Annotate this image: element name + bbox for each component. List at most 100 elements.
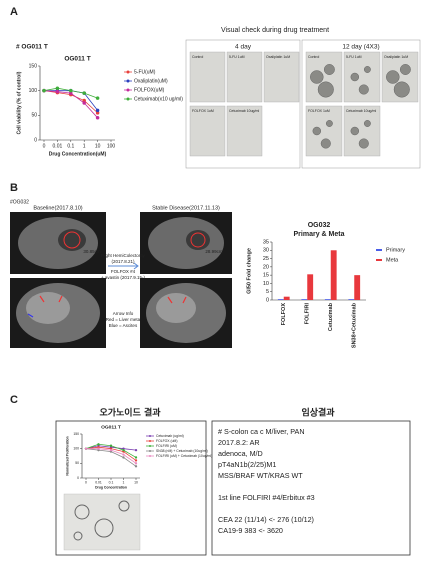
organoid: [323, 64, 335, 75]
legend-swatch: [376, 259, 382, 261]
y-tick-label: 20: [263, 264, 269, 270]
organoid: [358, 84, 369, 95]
x-tick-label: 1: [83, 143, 86, 149]
column-heading: 오가노이드 결과: [99, 407, 161, 419]
micrograph: [226, 105, 263, 157]
organoid-image: [63, 493, 141, 551]
legend-label: Primary: [386, 247, 405, 253]
clinical-line: 2017.8.2: AR: [218, 438, 260, 447]
chart-subtitle: Primary & Meta: [294, 231, 345, 238]
ct-organ: [58, 229, 86, 251]
legend-label: Cetuximab (ug/ml): [156, 434, 184, 438]
data-point: [134, 459, 138, 462]
image-label: Oxaliplatin 1uM: [266, 55, 290, 59]
clinical-line: # S-colon ca c M/liver, PAN: [218, 427, 305, 436]
micrograph: [305, 105, 343, 157]
legend-label: 5-FU(uM): [134, 69, 156, 75]
x-tick-label: Cetuximab: [328, 302, 334, 331]
data-point: [82, 91, 86, 95]
x-tick-label: 0.1: [67, 143, 74, 149]
data-point: [134, 456, 138, 459]
y-tick-label: 150: [73, 432, 79, 436]
y-tick-label: 35: [263, 239, 269, 245]
organoid: [363, 66, 371, 73]
legend-marker: [126, 97, 130, 101]
organoid: [350, 72, 359, 82]
x-tick-label: 100: [107, 143, 116, 149]
micrograph: [263, 51, 300, 103]
legend-label: Oxaliplatin(uM): [134, 78, 168, 84]
day-label: 4 day: [235, 44, 252, 51]
y-tick-label: 10: [263, 281, 269, 287]
arrow-info: Red = Liver meta: [106, 317, 141, 322]
clinical-line: MSS/BRAF WT/KRAS WT: [218, 471, 303, 480]
data-point: [95, 108, 100, 113]
legend-label: FOLFIRI (uM) + Cetuximab (10ug/ml): [156, 454, 212, 458]
x-tick-label: 10: [95, 143, 101, 149]
heading: Visual check during drug treatment: [221, 27, 329, 34]
legend-marker: [126, 88, 130, 92]
image-label: 5-FU 1uM: [229, 55, 245, 59]
bar: [307, 274, 314, 300]
sample-id: # OG011 T: [16, 44, 48, 51]
ct-liver: [26, 292, 70, 324]
legend-label: Meta: [386, 257, 399, 263]
surgery: Right HemiColectomy: [101, 253, 145, 258]
image-label: FOLFOX 1uM: [308, 109, 330, 113]
micrograph: [343, 105, 381, 157]
image-label: Control: [308, 55, 320, 59]
data-point: [109, 444, 113, 447]
y-tick-label: 50: [31, 113, 37, 119]
data-point: [134, 462, 138, 465]
x-tick-label: 1: [123, 480, 125, 484]
image-frame: [301, 39, 421, 169]
day-label: 12 day (4X3): [342, 44, 379, 51]
organoid: [312, 126, 321, 136]
legend-marker: [148, 449, 152, 453]
legend-label: FOLFOX(uM): [134, 87, 165, 93]
x-tick-label: 0.01: [95, 480, 102, 484]
treatment: FOLFOX #4: [111, 269, 136, 274]
data-point: [122, 448, 125, 452]
data-point: [55, 86, 60, 90]
x-axis-label: Drug Concentration: [95, 485, 127, 489]
image-label: Control: [192, 55, 204, 59]
clinical-line: 1st line FOLFIRI #4/Erbitux #3: [218, 493, 315, 502]
x-tick-label: 10: [134, 480, 138, 484]
arrow-info: Arrow Info: [113, 311, 134, 316]
y-axis-label: GI50 Fold change: [246, 248, 252, 294]
x-tick-label: 0.1: [109, 480, 114, 484]
legend-label: SN38 (nM) + Cetuximab (10ug/ml): [156, 449, 208, 453]
legend-label: Cetuximab(x10 ug/ml): [134, 96, 183, 102]
data-point: [134, 465, 138, 468]
data-point: [82, 101, 86, 105]
arrow-info: Blue = Ascites: [109, 323, 138, 328]
organoid: [317, 81, 334, 98]
panel-label: C: [10, 394, 18, 406]
panel-label: A: [10, 6, 18, 18]
image-label: Cetuximab 10ug/ml: [346, 109, 376, 113]
scan-label: Baseline(2017.8.10): [33, 205, 82, 211]
x-tick-label: FOLFIRI: [305, 303, 311, 325]
organoid: [94, 518, 114, 538]
data-point: [42, 88, 46, 93]
data-point: [97, 443, 100, 446]
data-point: [97, 447, 100, 450]
image-label: 5-FU 1uM: [346, 55, 362, 59]
legend-swatch: [376, 249, 382, 251]
clinical-line: adenoca, M/D: [218, 449, 263, 458]
clinical-box: [211, 420, 411, 556]
y-tick-label: 0: [77, 476, 79, 480]
tumor-marker: [190, 232, 206, 248]
micrograph: [189, 105, 226, 157]
image-label: FOLFOX 1uM: [192, 109, 214, 113]
clinical-line: pT4aN1b(2/25)M1: [218, 460, 276, 469]
ct-body: [148, 217, 224, 269]
image-label: Cetuximab 10ug/ml: [229, 109, 259, 113]
organoid: [363, 120, 371, 127]
legend-marker: [126, 79, 130, 83]
bar: [277, 299, 284, 300]
data-point: [122, 456, 125, 459]
organoid: [74, 504, 90, 520]
x-axis-label: Drug Concentration(uM): [49, 151, 107, 157]
